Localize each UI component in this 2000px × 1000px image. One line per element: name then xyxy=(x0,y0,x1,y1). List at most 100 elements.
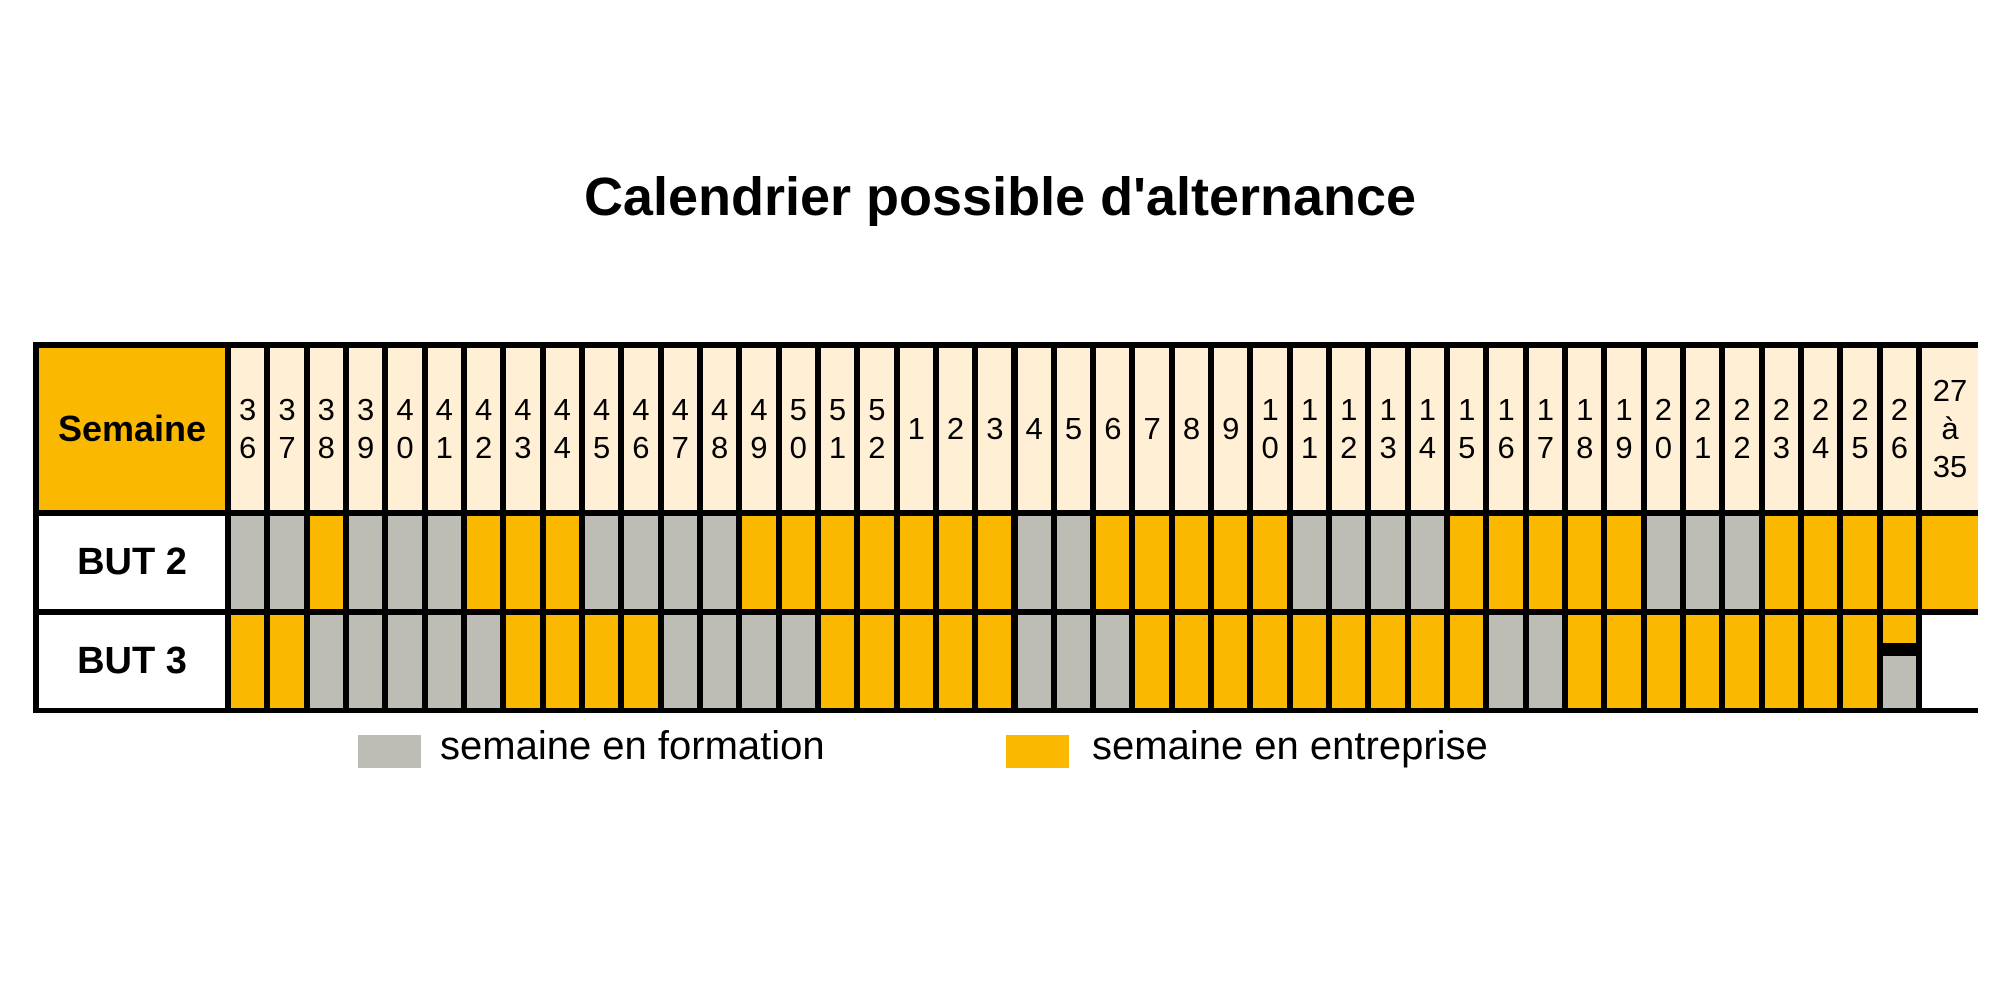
week-number-text: 4 xyxy=(1025,411,1043,446)
week-cell-formation xyxy=(1056,615,1091,708)
week-number-text: 2 xyxy=(1694,392,1712,427)
week-cell-formation xyxy=(663,516,697,609)
week-number-text: 5 xyxy=(789,392,807,427)
week-cell-formation xyxy=(1528,615,1563,708)
week-number-text: 4 xyxy=(514,392,532,427)
week-cell-entreprise xyxy=(820,615,855,708)
week-cell-entreprise xyxy=(1568,516,1602,609)
week-number-text: 9 xyxy=(750,430,768,465)
week-cell-entreprise xyxy=(506,615,540,708)
week-cell-entreprise xyxy=(584,615,619,708)
week-cell-formation xyxy=(1017,615,1051,708)
header-label-semaine: Semaine xyxy=(39,348,225,510)
week-header-cell: 9 xyxy=(1214,348,1248,510)
week-cell-entreprise xyxy=(1764,516,1798,609)
week-header-cell: 5 xyxy=(1056,348,1091,510)
week-number-text: 35 xyxy=(1932,449,1968,484)
week-cell-entreprise xyxy=(545,516,579,609)
week-cell-entreprise xyxy=(742,516,776,609)
week-cell-formation xyxy=(388,615,422,708)
week-number-text: 0 xyxy=(789,430,807,465)
week-cell-entreprise xyxy=(860,516,894,609)
week-cell-formation xyxy=(742,615,776,708)
week-cell-entreprise xyxy=(270,615,304,708)
week-number-text: 5 xyxy=(828,392,847,427)
page-title: Calendrier possible d'alternance xyxy=(583,167,1417,227)
week-cell-entreprise xyxy=(1489,516,1523,609)
week-cell-entreprise xyxy=(1843,516,1877,609)
legend-swatch-entreprise xyxy=(1006,735,1069,768)
week-number-text: 3 xyxy=(986,411,1004,446)
week-cell-entreprise xyxy=(1843,615,1877,708)
week-number-text: 7 xyxy=(1143,411,1161,446)
week-cell-entreprise xyxy=(938,615,973,708)
split-divider xyxy=(1882,643,1916,656)
week-number-text: 6 xyxy=(1890,430,1908,465)
week-number-text: 1 xyxy=(1379,392,1397,427)
week-number-text: 2 xyxy=(946,411,965,446)
week-cell-formation xyxy=(427,615,461,708)
week-number-text: 2 xyxy=(1340,430,1358,465)
week-cell-entreprise xyxy=(1214,516,1248,609)
week-number-text: 2 xyxy=(1733,430,1751,465)
week-number-text: à xyxy=(1941,411,1959,446)
week-number-text: 9 xyxy=(1615,430,1633,465)
week-cell-formation xyxy=(584,516,619,609)
week-number-text: 8 xyxy=(710,430,729,465)
week-cell-entreprise xyxy=(506,516,540,609)
week-number-text: 5 xyxy=(1458,430,1476,465)
week-number-text: 4 xyxy=(710,392,729,427)
week-number-text: 5 xyxy=(1851,430,1869,465)
week-number-text: 4 xyxy=(553,430,571,465)
week-number-text: 8 xyxy=(317,430,335,465)
week-cell-entreprise xyxy=(820,516,855,609)
week-cell-formation xyxy=(427,516,461,609)
week-cell-entreprise xyxy=(978,615,1012,708)
week-cell-entreprise xyxy=(1528,516,1563,609)
week-number-text: 1 xyxy=(1261,392,1279,427)
week-cell-formation xyxy=(1646,516,1681,609)
row-label-but-3: BUT 3 xyxy=(39,615,225,708)
week-cell-formation xyxy=(1017,516,1051,609)
week-number-text: 4 xyxy=(474,392,493,427)
week-number-text: 1 xyxy=(1536,392,1555,427)
week-cell-formation xyxy=(388,516,422,609)
week-number-text: 1 xyxy=(1458,392,1476,427)
week-cell-entreprise xyxy=(1804,516,1838,609)
week-header-cell: 8 xyxy=(1174,348,1209,510)
week-cell-entreprise xyxy=(1804,615,1838,708)
week-cell-formation xyxy=(1096,615,1130,708)
week-number-text: 0 xyxy=(1261,430,1279,465)
week-number-text: 3 xyxy=(239,392,257,427)
week-cell-formation xyxy=(702,516,737,609)
week-cell-entreprise xyxy=(899,516,933,609)
week-number-text: 2 xyxy=(1851,392,1869,427)
week-cell-entreprise xyxy=(1253,615,1287,708)
week-cell-formation xyxy=(1489,615,1523,708)
week-number-text: 7 xyxy=(1536,430,1555,465)
week-cell-entreprise xyxy=(938,516,973,609)
week-cell-formation xyxy=(781,615,815,708)
week-number-text: 4 xyxy=(592,392,611,427)
week-number-text: 1 xyxy=(1340,392,1358,427)
week-cell-entreprise xyxy=(1922,516,1978,609)
calendar-table: Semaine 3 6 3 7 3 8 3 9 4 0 4 1 4 2 4 3 4 4 4 5 4 6 4 7 4 8 4 9 5 0 5 1 5… xyxy=(33,342,1978,713)
week-number-text: 4 xyxy=(553,392,571,427)
week-cell-entreprise xyxy=(978,516,1012,609)
week-cell-formation xyxy=(309,615,343,708)
week-header-cell: 1 xyxy=(899,348,933,510)
week-cell-entreprise xyxy=(1371,615,1405,708)
week-number-text: 8 xyxy=(1182,411,1201,446)
